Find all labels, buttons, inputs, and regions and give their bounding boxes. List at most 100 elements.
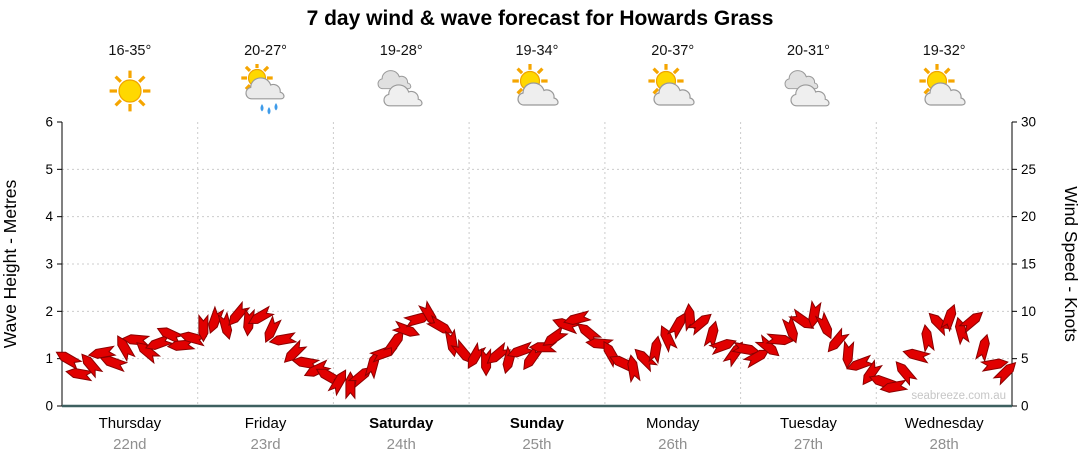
day-date: 28th (929, 436, 959, 453)
day-column-thursday: 16-35° (62, 42, 198, 122)
wind-barb (627, 354, 641, 384)
weather-icon-wrap (741, 64, 877, 116)
cloud-shape (383, 84, 423, 107)
day-date: 27th (793, 436, 824, 453)
left-tick-label: 4 (45, 209, 53, 224)
day-name: Tuesday (779, 415, 837, 432)
cloud-shape (517, 82, 559, 106)
wind-barb (156, 327, 185, 345)
cloud-shape (790, 84, 831, 107)
day-date: 26th (658, 436, 688, 453)
day-name: Thursday (98, 415, 162, 432)
wind-barb (198, 313, 209, 343)
day-column-sunday: 19-34° (469, 42, 605, 122)
wind-barb (486, 341, 512, 364)
wind-barb (928, 312, 953, 337)
days-header: 16-35° 20-27° 19-28° 19-34° 20-37° 20-31° 19-3… (62, 42, 1012, 122)
day-date: 23rd (250, 436, 281, 453)
page-title: 7 day wind & wave forecast for Howards G… (306, 7, 774, 30)
temperature-range: 20-31° (786, 43, 830, 59)
wind-barb (444, 328, 459, 358)
cloudy-icon (784, 70, 831, 107)
wind-barb (467, 341, 487, 369)
wind-barbs (55, 300, 1017, 400)
left-tick-label: 5 (45, 162, 53, 177)
day-label-friday: Friday 23rd (198, 415, 334, 453)
day-date: 24th (386, 436, 416, 453)
right-tick-label: 0 (1021, 399, 1029, 414)
day-name: Sunday (509, 415, 565, 432)
wind-barb (577, 323, 603, 346)
left-tick-label: 2 (45, 304, 53, 319)
wind-barb (992, 361, 1017, 386)
wind-barb (542, 325, 569, 346)
wind-barb (87, 345, 117, 359)
wind-barb (208, 305, 225, 334)
wind-barb (291, 356, 321, 370)
wind-barb (879, 379, 909, 393)
wind-barb (178, 331, 208, 347)
temperature-range: 20-27° (244, 43, 287, 59)
right-axis-title: Wind Speed - Knots (1061, 186, 1080, 342)
day-name: Wednesday (904, 415, 984, 432)
weather-icon-wrap (198, 64, 334, 116)
rain-drops (259, 103, 278, 115)
wind-barb (136, 342, 162, 365)
wind-barb (634, 348, 659, 373)
weather-icon-wrap (469, 64, 605, 116)
right-tick-label: 10 (1021, 304, 1036, 319)
wind-barb (708, 338, 737, 356)
wind-barb (765, 333, 795, 346)
wind-barb (703, 320, 719, 350)
temperature-range: 16-35° (108, 43, 152, 59)
wind-barb (247, 305, 275, 325)
sun-showers-icon (240, 64, 285, 115)
wind-barb (264, 315, 282, 344)
wind-barb (303, 359, 332, 377)
cloud-shape (653, 82, 695, 106)
temperature-range: 19-28° (379, 43, 423, 59)
wind-barb (781, 315, 798, 344)
wind-barb (958, 311, 984, 334)
cloud-shape (244, 77, 285, 100)
wind-barb (55, 351, 83, 371)
wind-barb (552, 318, 581, 335)
right-tick-label: 25 (1021, 162, 1036, 177)
wind-barb (506, 341, 536, 358)
wind-barb (391, 320, 421, 337)
wind-barb (81, 353, 104, 379)
day-label-wednesday: Wednesday 28th (876, 415, 1012, 453)
day-date: 22nd (113, 436, 147, 453)
left-tick-label: 6 (45, 115, 53, 130)
wind-barb (979, 358, 1009, 372)
wind-barb (563, 310, 592, 326)
weather-icon-wrap (333, 64, 469, 116)
wind-barb (327, 369, 347, 397)
wind-barb (144, 333, 174, 350)
left-tick-label: 3 (45, 257, 53, 272)
temperature-range: 19-34° (515, 43, 559, 59)
wind-barb (940, 303, 957, 333)
temperature-range: 20-37° (651, 43, 695, 59)
wind-barb (383, 330, 404, 357)
wind-barb (827, 327, 850, 353)
wind-barb (425, 314, 454, 334)
wind-barb (648, 335, 662, 365)
day-column-monday: 20-37° (605, 42, 741, 122)
wind-barb (418, 300, 437, 328)
day-label-tuesday: Tuesday 27th (741, 415, 877, 453)
right-tick-label: 15 (1021, 257, 1036, 272)
wind-barb (228, 300, 251, 326)
wind-barb (846, 354, 875, 371)
watermark: seabreeze.com.au (911, 390, 1006, 402)
day-label-sunday: Sunday 25th (469, 415, 605, 453)
day-label-saturday: Saturday 24th (333, 415, 469, 453)
wind-barb (450, 338, 473, 364)
cloud-shape (924, 82, 966, 106)
partly-cloudy-icon (919, 64, 966, 106)
left-axis-title: Wave Height - Metres (0, 179, 20, 348)
sun-shape (919, 64, 955, 99)
partly-cloudy-icon (512, 64, 559, 106)
day-name: Saturday (369, 415, 434, 432)
